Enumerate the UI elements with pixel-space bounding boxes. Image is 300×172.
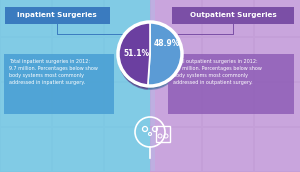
Bar <box>203 83 253 126</box>
Bar <box>255 0 300 36</box>
Bar <box>255 128 300 171</box>
Bar <box>151 128 201 171</box>
Bar <box>53 128 103 171</box>
Bar <box>1 0 51 36</box>
Bar <box>203 38 253 81</box>
Text: Outpatient Surgeries: Outpatient Surgeries <box>190 13 276 19</box>
Wedge shape <box>148 26 182 90</box>
Text: Inpatient Surgeries: Inpatient Surgeries <box>17 13 97 19</box>
Bar <box>0 0 150 172</box>
FancyBboxPatch shape <box>5 7 110 24</box>
Wedge shape <box>118 25 150 89</box>
Wedge shape <box>118 23 150 87</box>
FancyBboxPatch shape <box>4 54 114 114</box>
Bar <box>53 83 103 126</box>
Bar <box>151 38 201 81</box>
Text: Total outpatient surgeries in 2012:
9.3 million. Percentages below show
body sys: Total outpatient surgeries in 2012: 9.3 … <box>173 59 262 85</box>
Bar <box>1 38 51 81</box>
Text: 51.1%: 51.1% <box>124 49 150 57</box>
Bar <box>105 0 155 36</box>
Bar <box>151 83 201 126</box>
Text: Total inpatient surgeries in 2012:
9.7 million. Percentages below show
body syst: Total inpatient surgeries in 2012: 9.7 m… <box>9 59 98 85</box>
Bar <box>151 0 201 36</box>
Bar <box>1 83 51 126</box>
Bar <box>203 0 253 36</box>
FancyBboxPatch shape <box>172 7 294 24</box>
Bar <box>203 128 253 171</box>
Wedge shape <box>118 26 150 90</box>
Bar <box>53 38 103 81</box>
Bar <box>105 128 155 171</box>
Text: 48.9%: 48.9% <box>154 40 180 49</box>
FancyBboxPatch shape <box>168 54 294 114</box>
Wedge shape <box>148 25 182 89</box>
Bar <box>255 83 300 126</box>
Bar <box>1 128 51 171</box>
Wedge shape <box>148 23 182 87</box>
Wedge shape <box>148 22 182 86</box>
Bar <box>105 83 155 126</box>
Bar <box>255 38 300 81</box>
Bar <box>105 38 155 81</box>
Wedge shape <box>148 24 182 88</box>
Bar <box>150 0 300 172</box>
Bar <box>53 0 103 36</box>
Wedge shape <box>118 22 150 86</box>
Wedge shape <box>118 24 150 88</box>
